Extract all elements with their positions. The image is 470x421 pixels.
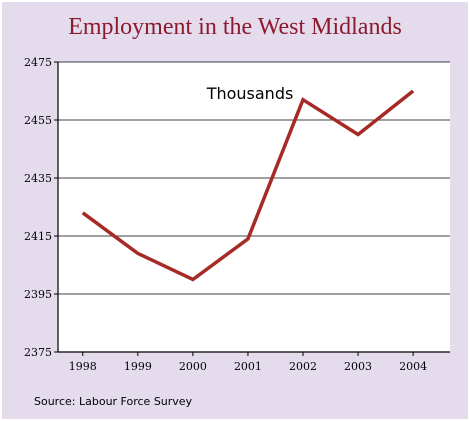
y-tick-label: 2435 [24,172,52,185]
x-tick-label: 2003 [344,360,372,373]
x-tick-label: 1999 [124,360,152,373]
x-tick-label: 2001 [234,360,262,373]
x-tick-label: 2000 [179,360,207,373]
source-note: Source: Labour Force Survey [34,395,193,408]
x-tick-label: 2002 [289,360,317,373]
plot-area [58,62,450,352]
y-tick-label: 2415 [24,230,52,243]
unit-annotation: Thousands [206,84,294,103]
chart-title: Employment in the West Midlands [68,14,402,40]
y-tick-label: 2375 [24,346,52,359]
y-tick-label: 2455 [24,114,52,127]
x-tick-label: 1998 [69,360,97,373]
x-tick-label: 2004 [399,360,427,373]
y-tick-label: 2475 [24,56,52,69]
y-tick-label: 2395 [24,288,52,301]
